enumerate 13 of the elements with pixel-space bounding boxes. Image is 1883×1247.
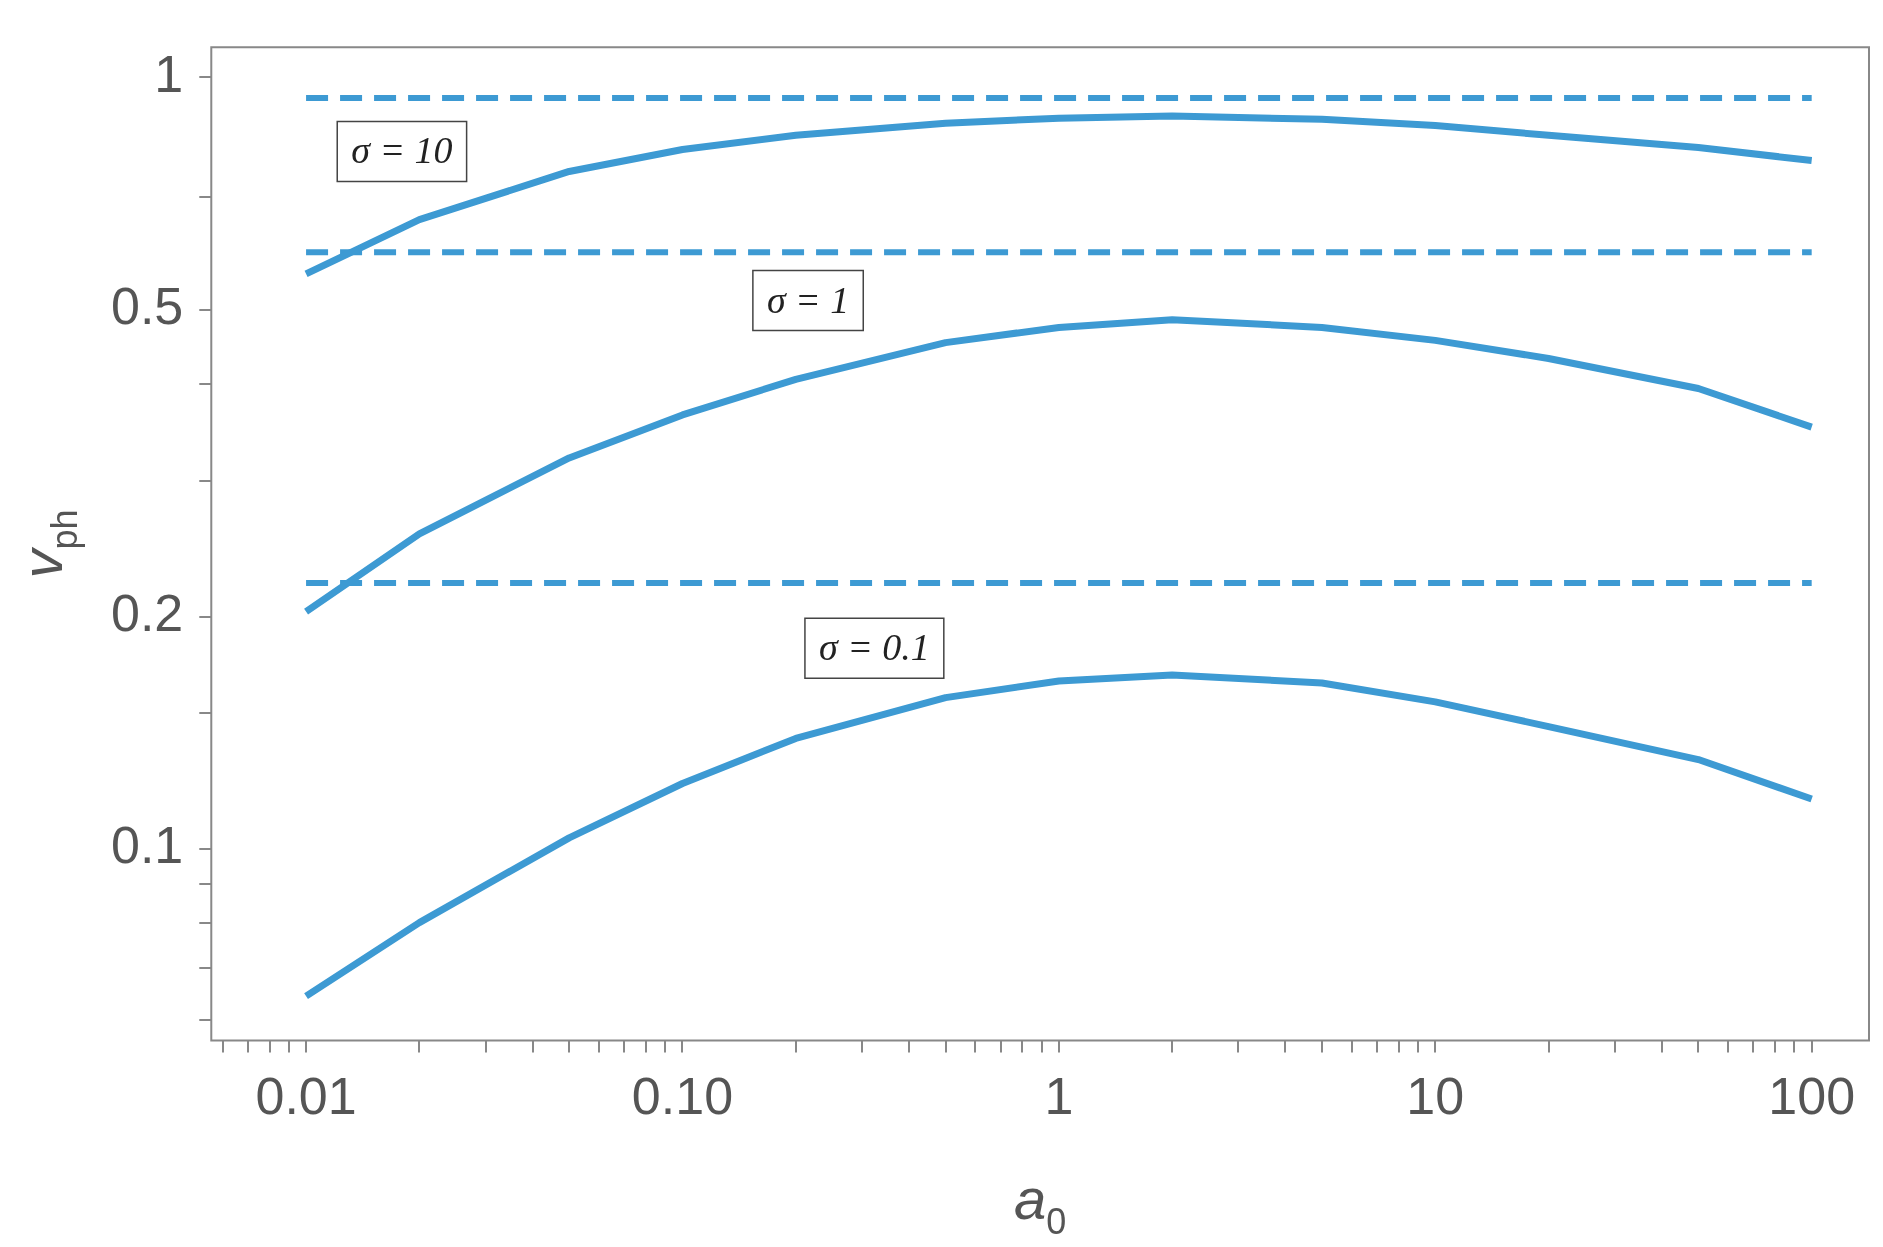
annotation: σ = 1: [766, 278, 850, 321]
x-tick-label: 0.01: [255, 1067, 357, 1126]
x-tick-label: 0.10: [631, 1067, 734, 1126]
y-tick-label: 0.5: [110, 276, 184, 335]
x-tick-label: 1: [1044, 1067, 1074, 1126]
y-tick-label: 1: [154, 44, 184, 103]
y-tick-label: 0.1: [110, 816, 184, 875]
annotation: σ = 0.1: [818, 626, 930, 669]
x-tick-label: 10: [1406, 1067, 1465, 1126]
annotation: σ = 10: [351, 129, 453, 172]
y-axis-title: vph: [9, 509, 85, 579]
y-tick-label: 0.2: [110, 583, 184, 642]
x-tick-label: 100: [1768, 1067, 1856, 1126]
